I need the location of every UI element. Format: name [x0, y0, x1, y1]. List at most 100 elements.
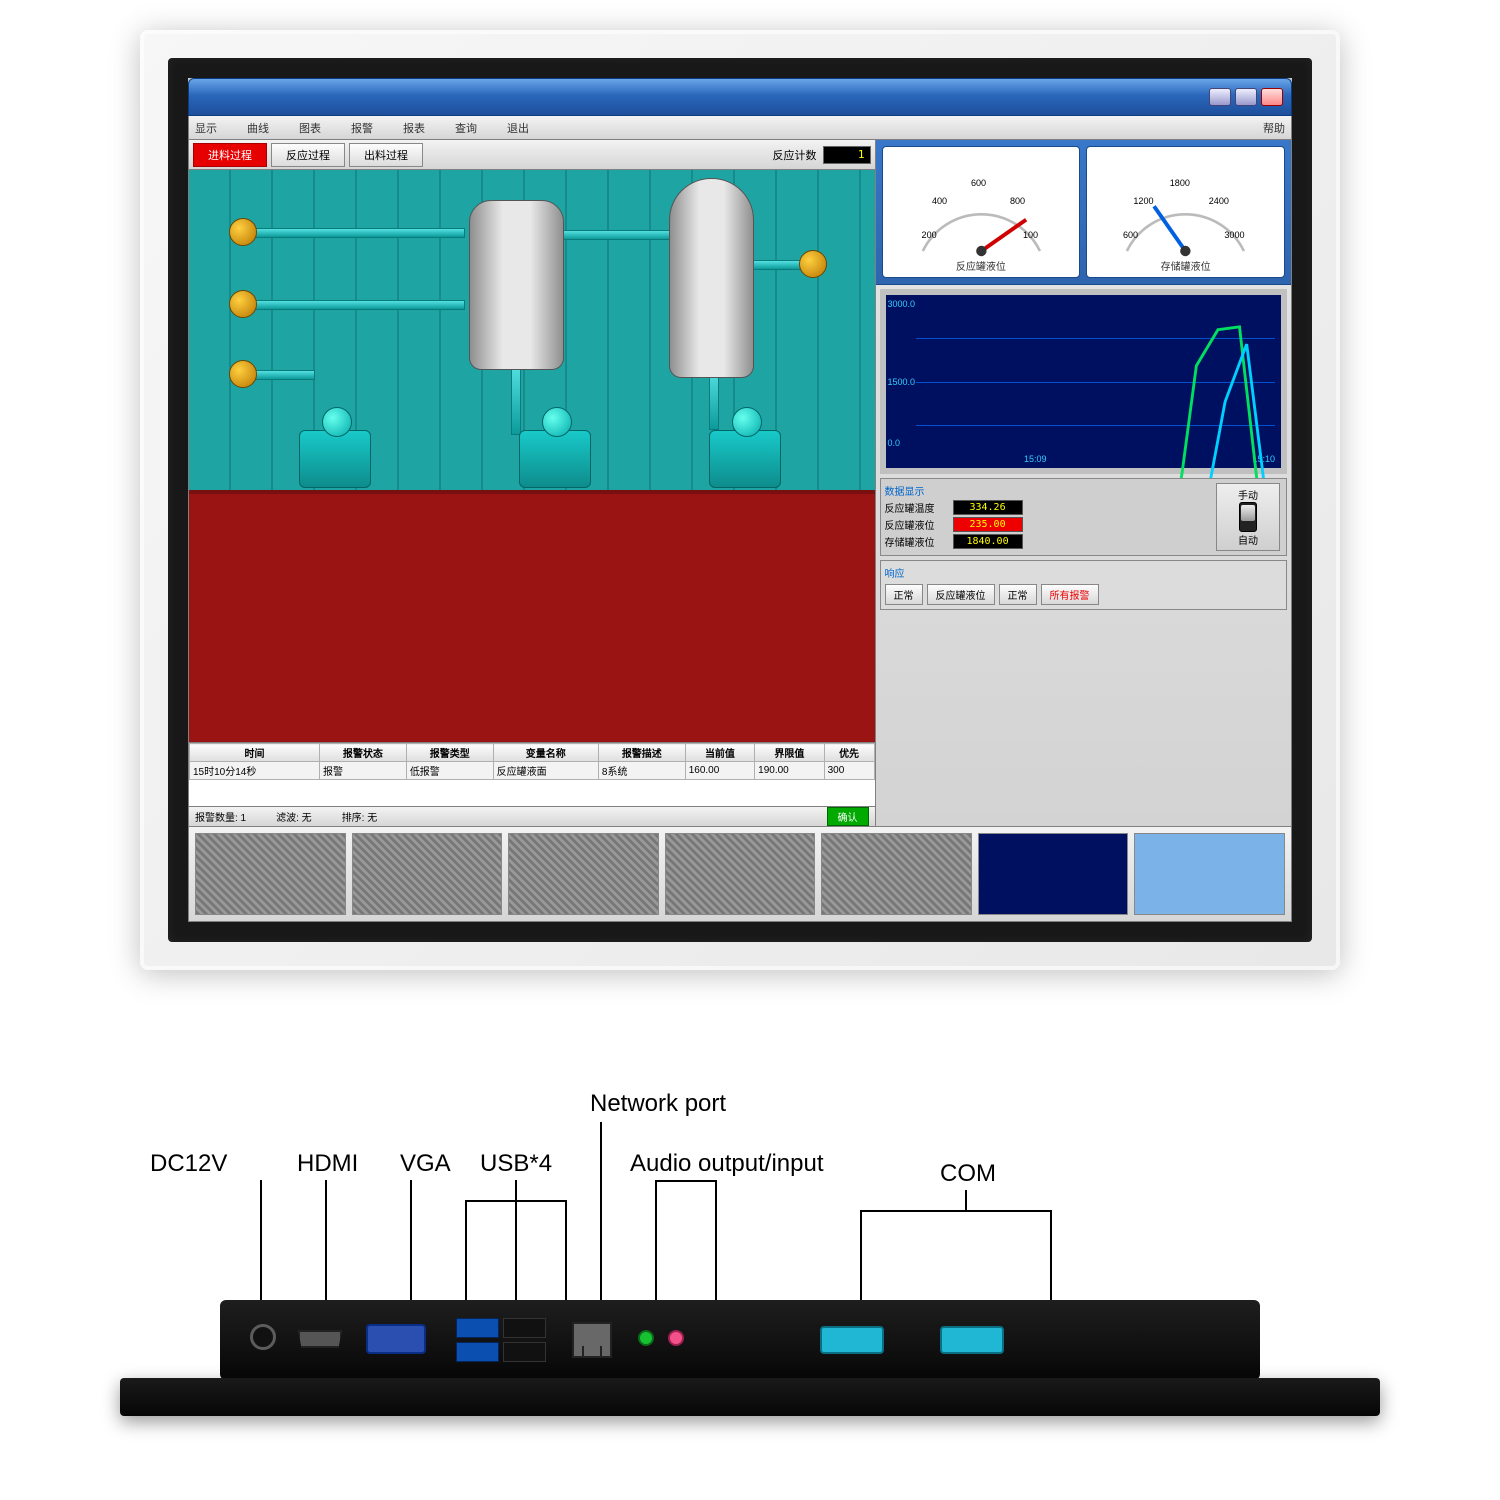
resp-button[interactable]: 反应罐液位 — [927, 584, 995, 605]
port-label-audio: Audio output/input — [630, 1150, 824, 1178]
mode-switch[interactable]: 手动 自动 — [1216, 483, 1280, 551]
switch-label-auto: 自动 — [1238, 532, 1258, 547]
pipe — [511, 365, 521, 435]
thumbnail[interactable] — [352, 833, 503, 915]
readout-value: 1840.00 — [953, 534, 1023, 549]
reaction-tank-icon[interactable] — [469, 200, 564, 370]
counter-label: 反应计数 — [773, 147, 817, 163]
port-label-com: COM — [940, 1160, 996, 1188]
instrument-panel: 200 400 600 800 100 — [876, 140, 1291, 826]
svg-text:800: 800 — [1009, 196, 1024, 206]
pump-icon[interactable] — [519, 430, 591, 488]
close-button[interactable] — [1261, 88, 1283, 106]
tabs-row: 进料过程 反应过程 出料过程 反应计数 1 — [189, 140, 875, 170]
port-label-net: Network port — [590, 1090, 726, 1118]
menu-item[interactable]: 报警 — [351, 120, 373, 136]
menubar: 显示 曲线 图表 报警 报表 查询 退出 帮助 — [188, 116, 1292, 140]
tab-output[interactable]: 出料过程 — [349, 143, 423, 167]
gauge-needle-icon — [1154, 206, 1185, 251]
port-label-hdmi: HDMI — [297, 1150, 358, 1178]
resp-button-all-alarms[interactable]: 所有报警 — [1041, 584, 1099, 605]
monitor-bezel: 显示 曲线 图表 报警 报表 查询 退出 帮助 进料过程 反应过程 出料过程 — [168, 58, 1312, 942]
valve-icon[interactable] — [799, 250, 827, 278]
svg-text:600: 600 — [970, 178, 985, 188]
svg-text:200: 200 — [921, 230, 936, 240]
lead-line — [965, 1190, 967, 1212]
alarm-row[interactable]: 15时10分14秒 报警 低报警 反应罐液面 8系统 160.00 190.00… — [190, 762, 875, 780]
status-alarm-count: 报警数量: 1 — [195, 809, 246, 824]
valve-icon[interactable] — [229, 290, 257, 318]
resp-button[interactable]: 正常 — [999, 584, 1037, 605]
audio-out-icon — [638, 1330, 654, 1346]
pipe — [563, 230, 673, 240]
menu-item[interactable]: 图表 — [299, 120, 321, 136]
switch-slot-icon — [1239, 502, 1257, 532]
screen: 显示 曲线 图表 报警 报表 查询 退出 帮助 进料过程 反应过程 出料过程 — [188, 78, 1292, 922]
thumbnail[interactable] — [1134, 833, 1285, 915]
main-row: 进料过程 反应过程 出料过程 反应计数 1 — [189, 140, 1291, 826]
thumbnail[interactable] — [821, 833, 972, 915]
valve-icon[interactable] — [229, 218, 257, 246]
gauge-reaction-level: 200 400 600 800 100 — [882, 146, 1081, 278]
resp-button[interactable]: 正常 — [885, 584, 923, 605]
gauge-needle-icon — [981, 220, 1026, 251]
col-var: 变量名称 — [493, 744, 598, 762]
svg-text:1800: 1800 — [1170, 178, 1190, 188]
lead-line — [465, 1200, 565, 1202]
pipe — [255, 228, 465, 238]
pipe — [709, 370, 719, 430]
pump-icon[interactable] — [299, 430, 371, 488]
rj45-port-icon — [572, 1322, 612, 1358]
valve-icon[interactable] — [229, 360, 257, 388]
response-panel: 响应 正常 反应罐液位 正常 所有报警 — [880, 560, 1287, 610]
col-val: 当前值 — [685, 744, 754, 762]
thumbnail-strip — [189, 826, 1291, 921]
pipe — [255, 370, 315, 380]
thumbnail[interactable] — [195, 833, 346, 915]
process-panel: 进料过程 反应过程 出料过程 反应计数 1 — [189, 140, 876, 826]
thumbnail[interactable] — [978, 833, 1129, 915]
trend-ytick: 3000.0 — [888, 299, 916, 309]
counter-value: 1 — [823, 146, 871, 164]
col-time: 时间 — [190, 744, 320, 762]
menu-help[interactable]: 帮助 — [1263, 120, 1285, 136]
lead-line — [655, 1180, 715, 1182]
tab-react[interactable]: 反应过程 — [271, 143, 345, 167]
svg-text:600: 600 — [1123, 230, 1138, 240]
com-port-icon — [820, 1326, 884, 1354]
pump-icon[interactable] — [709, 430, 781, 488]
ports-diagram: DC12V HDMI VGA USB*4 Network port Audio … — [60, 1030, 1440, 1480]
tab-feed[interactable]: 进料过程 — [193, 143, 267, 167]
storage-tank-icon[interactable] — [669, 178, 754, 378]
confirm-button[interactable]: 确认 — [827, 807, 869, 826]
gauges-row: 200 400 600 800 100 — [876, 140, 1291, 285]
menu-item[interactable]: 曲线 — [247, 120, 269, 136]
minimize-button[interactable] — [1209, 88, 1231, 106]
svg-text:1200: 1200 — [1134, 196, 1154, 206]
workarea: 进料过程 反应过程 出料过程 反应计数 1 — [188, 140, 1292, 922]
hdmi-port-icon — [298, 1330, 342, 1348]
svg-text:3000: 3000 — [1225, 230, 1245, 240]
port-label-vga: VGA — [400, 1150, 451, 1178]
monitor-front: 显示 曲线 图表 报警 报表 查询 退出 帮助 进料过程 反应过程 出料过程 — [140, 30, 1340, 970]
io-panel-strip — [220, 1300, 1260, 1380]
col-desc: 报警描述 — [598, 744, 685, 762]
menu-item[interactable]: 查询 — [455, 120, 477, 136]
status-sort: 排序: 无 — [342, 809, 378, 824]
readout-value: 334.26 — [953, 500, 1023, 515]
port-label-usb: USB*4 — [480, 1150, 552, 1178]
window-titlebar — [188, 78, 1292, 116]
vga-port-icon — [366, 1324, 426, 1354]
menu-item[interactable]: 显示 — [195, 120, 217, 136]
lead-line — [260, 1180, 262, 1320]
menu-item[interactable]: 退出 — [507, 120, 529, 136]
floor-bg — [189, 490, 875, 742]
thumbnail[interactable] — [508, 833, 659, 915]
menu-item[interactable]: 报表 — [403, 120, 425, 136]
lead-line — [600, 1122, 602, 1322]
gauge-label: 存储罐液位 — [1087, 258, 1284, 273]
thumbnail[interactable] — [665, 833, 816, 915]
maximize-button[interactable] — [1235, 88, 1257, 106]
readout-value: 235.00 — [953, 517, 1023, 532]
gauge-storage-level: 600 1200 1800 2400 3000 — [1086, 146, 1285, 278]
